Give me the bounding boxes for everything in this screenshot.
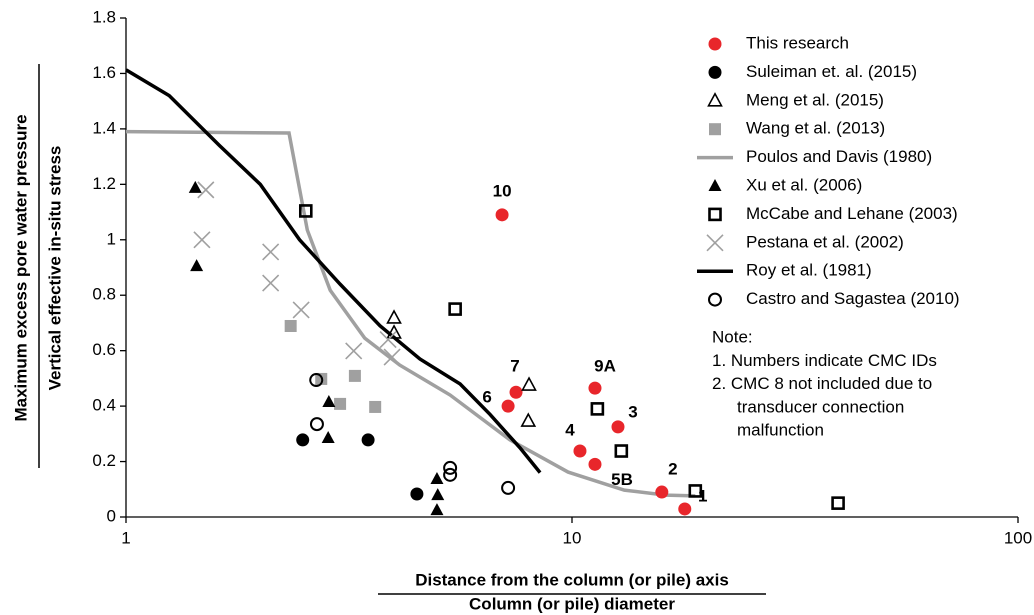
legend-swatch <box>707 92 723 107</box>
legend-label: Xu et al. (2006) <box>746 175 862 194</box>
point <box>322 394 336 407</box>
x-axis-label: Distance from the column (or pile) axis <box>415 570 729 589</box>
point <box>678 502 692 516</box>
point-label: 7 <box>510 357 519 376</box>
point-label: 3 <box>628 402 637 421</box>
point <box>430 503 444 516</box>
point <box>188 180 202 193</box>
legend-swatch <box>706 234 724 252</box>
point <box>386 324 402 339</box>
legend-label: Castro and Sagastea (2010) <box>746 289 960 308</box>
legend-swatch <box>708 65 722 79</box>
legend-label: Wang et al. (2013) <box>746 119 885 138</box>
legend-label: Roy et al. (1981) <box>746 261 872 280</box>
point <box>369 400 382 413</box>
y-tick-label: 1 <box>107 229 116 248</box>
point <box>509 385 523 399</box>
point <box>655 485 669 499</box>
point <box>495 208 509 222</box>
point <box>611 420 625 434</box>
y-tick-label: 0 <box>107 506 116 525</box>
point <box>501 399 515 413</box>
curve <box>125 129 696 498</box>
point-label: 9A <box>594 357 616 376</box>
legend-label: This research <box>746 33 849 52</box>
point <box>334 397 347 410</box>
point <box>443 467 458 482</box>
note-line: malfunction <box>737 421 824 440</box>
legend-swatch <box>708 179 722 191</box>
point <box>410 487 424 501</box>
x-axis-label: Column (or pile) diameter <box>469 594 675 613</box>
point <box>262 274 280 292</box>
note-line: transducer connection <box>737 397 904 416</box>
y-tick-label: 1.8 <box>92 7 116 26</box>
legend-label: McCabe and Lehane (2003) <box>746 204 958 223</box>
point-label: 10 <box>493 181 512 200</box>
point <box>321 430 335 443</box>
point <box>688 484 703 498</box>
note-line: 1. Numbers indicate CMC IDs <box>712 351 937 370</box>
point <box>590 402 605 416</box>
x-tick-label: 10 <box>563 528 582 547</box>
legend-swatch <box>709 123 721 136</box>
x-tick-label: 1 <box>121 528 130 547</box>
point <box>521 376 537 391</box>
point <box>309 373 324 388</box>
point <box>193 231 211 249</box>
point <box>614 444 629 458</box>
point <box>190 259 204 272</box>
legend-label: Pestana et al. (2002) <box>746 232 904 251</box>
point <box>348 369 361 382</box>
point-label: 5B <box>611 470 633 489</box>
point <box>379 331 397 349</box>
note-line: 2. CMC 8 not included due to <box>712 374 932 393</box>
point-label: 4 <box>565 421 575 440</box>
point <box>298 204 313 218</box>
x-tick-label: 100 <box>1004 528 1032 547</box>
curve <box>125 68 542 474</box>
point <box>292 301 310 319</box>
legend-label: Suleiman et. al. (2015) <box>746 62 917 81</box>
y-tick-label: 1.2 <box>92 174 116 193</box>
y-tick-label: 0.4 <box>92 396 116 415</box>
point <box>296 433 310 447</box>
point <box>284 319 297 332</box>
point-label: 1 <box>698 486 707 505</box>
point <box>361 433 375 447</box>
y-tick-label: 0.2 <box>92 451 116 470</box>
point <box>443 460 458 475</box>
legend-swatch <box>708 292 722 307</box>
y-tick-label: 1.4 <box>92 118 116 137</box>
point <box>383 348 401 366</box>
legend-label: Poulos and Davis (1980) <box>746 147 932 166</box>
point <box>588 381 602 395</box>
point <box>197 181 215 199</box>
y-tick-label: 0.8 <box>92 285 116 304</box>
point <box>345 342 363 360</box>
point <box>520 412 537 427</box>
legend-swatch <box>708 37 722 51</box>
y-axis-label: Maximum excess pore water pressure <box>11 114 30 421</box>
note-line: Note: <box>712 327 753 346</box>
point <box>573 444 587 458</box>
legend-label: Meng et al. (2015) <box>746 90 884 109</box>
point <box>431 488 445 501</box>
point <box>448 302 462 316</box>
point <box>430 472 444 485</box>
y-tick-label: 1.6 <box>92 63 116 82</box>
y-tick-label: 0.6 <box>92 340 116 359</box>
point <box>831 496 845 510</box>
point <box>588 457 602 471</box>
point <box>501 480 516 495</box>
point-label: 6 <box>482 388 491 407</box>
point-label: 2 <box>668 460 677 479</box>
point <box>386 309 402 324</box>
y-axis-label: Vertical effective in-situ stress <box>45 146 64 391</box>
legend-swatch <box>708 207 722 222</box>
point <box>309 417 324 432</box>
point <box>262 243 280 261</box>
